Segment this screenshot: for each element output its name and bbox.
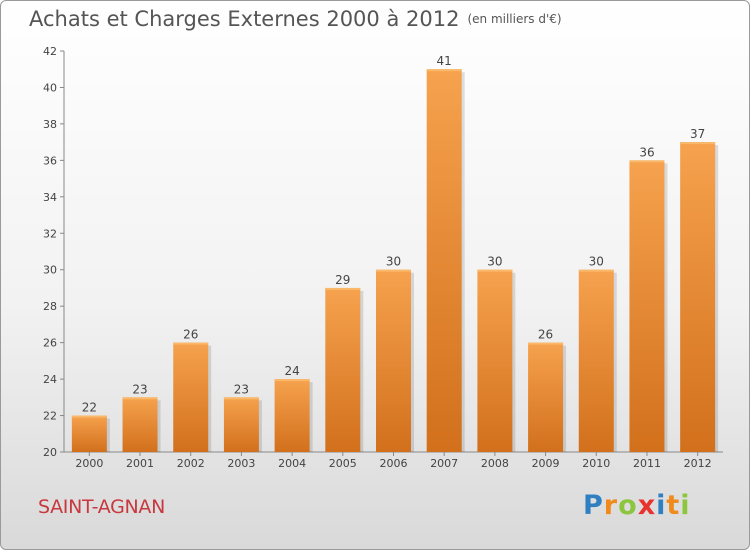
y-tick-label: 28 bbox=[43, 300, 57, 313]
data-label: 24 bbox=[284, 364, 299, 378]
town-name: SAINT-AGNAN bbox=[38, 496, 166, 518]
y-tick-label: 24 bbox=[43, 373, 57, 386]
bar-highlight bbox=[325, 287, 361, 290]
data-label: 26 bbox=[183, 328, 198, 342]
bar-highlight bbox=[477, 269, 513, 272]
logo-letter: t bbox=[666, 490, 681, 521]
logo-letter: r bbox=[603, 490, 619, 521]
y-tick-label: 42 bbox=[43, 45, 57, 58]
data-label: 26 bbox=[538, 328, 553, 342]
bar-highlight bbox=[71, 415, 107, 418]
y-tick-label: 20 bbox=[43, 446, 57, 459]
x-tick-label: 2012 bbox=[684, 457, 712, 470]
bar-highlight bbox=[173, 342, 209, 345]
y-tick-label: 30 bbox=[43, 264, 57, 277]
data-label: 22 bbox=[82, 401, 97, 415]
data-label: 29 bbox=[335, 273, 350, 287]
proxiti-logo: Proxiti bbox=[583, 490, 691, 521]
data-label: 37 bbox=[690, 127, 705, 141]
chart-unit: (en milliers d'€) bbox=[467, 12, 562, 26]
bar bbox=[173, 342, 209, 452]
data-label: 23 bbox=[234, 382, 249, 396]
y-tick-label: 40 bbox=[43, 81, 57, 94]
bar-highlight bbox=[528, 342, 564, 345]
bar bbox=[122, 397, 158, 452]
x-tick-label: 2000 bbox=[75, 457, 103, 470]
bar bbox=[578, 269, 614, 452]
y-tick-label: 22 bbox=[43, 410, 57, 423]
bar bbox=[426, 69, 462, 453]
x-tick-label: 2005 bbox=[329, 457, 357, 470]
bar bbox=[477, 269, 513, 452]
bar-highlight bbox=[629, 160, 665, 163]
bar-highlight bbox=[376, 269, 411, 272]
bar-highlight bbox=[578, 269, 614, 272]
logo-letter: o bbox=[618, 490, 638, 521]
x-tick-label: 2011 bbox=[633, 457, 661, 470]
bar bbox=[71, 415, 107, 452]
data-label: 36 bbox=[639, 145, 654, 159]
chart-title: Achats et Charges Externes 2000 à 2012 (e… bbox=[29, 7, 562, 31]
logo-letter: x bbox=[637, 490, 657, 521]
data-label: 30 bbox=[589, 255, 604, 269]
bar bbox=[376, 269, 411, 452]
data-label: 41 bbox=[437, 54, 452, 68]
bar-highlight bbox=[223, 397, 259, 400]
x-tick-label: 2010 bbox=[582, 457, 610, 470]
data-label: 30 bbox=[386, 255, 401, 269]
y-tick-label: 26 bbox=[43, 337, 57, 350]
bar-highlight bbox=[680, 142, 716, 145]
data-label: 30 bbox=[487, 255, 502, 269]
x-tick-label: 2001 bbox=[126, 457, 154, 470]
logo-letter: P bbox=[583, 490, 604, 521]
x-tick-label: 2006 bbox=[380, 457, 408, 470]
logo-letter: i bbox=[656, 490, 667, 521]
data-label: 23 bbox=[132, 382, 147, 396]
bar-highlight bbox=[274, 379, 310, 382]
y-tick-label: 32 bbox=[43, 227, 57, 240]
x-tick-label: 2007 bbox=[430, 457, 458, 470]
x-tick-label: 2003 bbox=[227, 457, 255, 470]
bar-highlight bbox=[122, 397, 158, 400]
x-tick-label: 2009 bbox=[532, 457, 560, 470]
bar bbox=[528, 342, 564, 452]
bar bbox=[274, 379, 310, 452]
y-tick-label: 38 bbox=[43, 118, 57, 131]
bar bbox=[680, 142, 716, 453]
bar-highlight bbox=[426, 69, 462, 72]
y-tick-label: 34 bbox=[43, 191, 57, 204]
x-tick-label: 2008 bbox=[481, 457, 509, 470]
bar bbox=[325, 287, 361, 452]
bar bbox=[223, 397, 259, 452]
bar-chart: 20 22 24 26 28 30 32 34 36 38 40 42 22 2000 23 2001 26 20… bbox=[43, 45, 723, 470]
logo-letter: i bbox=[680, 490, 691, 521]
x-tick-label: 2004 bbox=[278, 457, 306, 470]
y-tick-label: 36 bbox=[43, 154, 57, 167]
chart-title-text: Achats et Charges Externes 2000 à 2012 bbox=[29, 7, 460, 31]
x-tick-label: 2002 bbox=[177, 457, 205, 470]
bar bbox=[629, 160, 665, 452]
